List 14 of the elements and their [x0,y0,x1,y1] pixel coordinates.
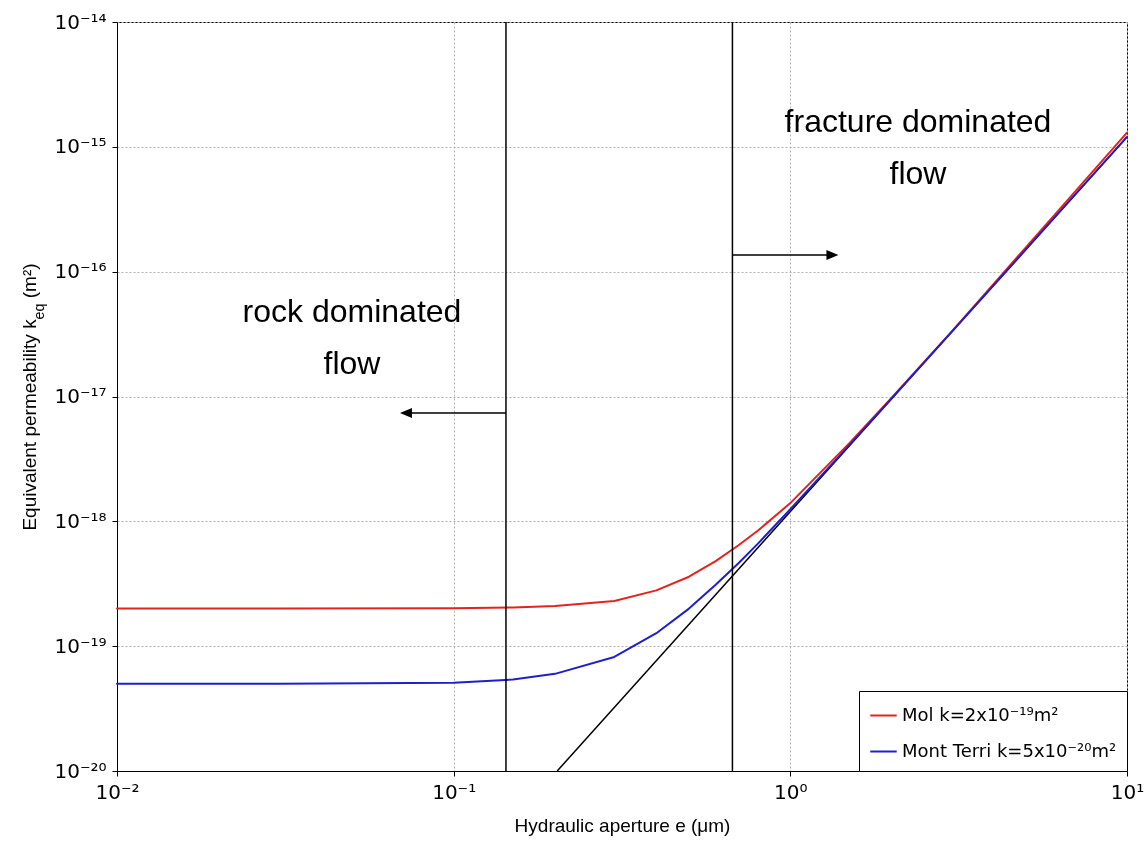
y-tick-label: 10⁻¹⁶ [54,259,107,284]
annotation: fracture dominated flow [784,103,1052,191]
legend-label: Mol k=2x10⁻¹⁹m² [902,703,1059,725]
x-tick-label: 10⁻¹ [432,779,477,804]
x-tick-label: 10¹ [1110,779,1145,804]
y-tick-label: 10⁻¹⁷ [54,384,107,408]
y-tick-label: 10⁻¹⁴ [54,9,107,34]
x-tick-label: 10⁰ [774,779,808,804]
y-tick-label: 10⁻¹⁸ [54,508,107,533]
y-tick-label: 10⁻¹⁹ [54,633,107,658]
legend-label: Mont Terri k=5x10⁻²⁰m² [902,739,1117,761]
x-axis-title: Hydraulic aperture e (μm) [514,814,731,836]
y-tick-label: 10⁻¹⁵ [54,134,107,159]
annotation: rock dominated flow [242,293,462,381]
